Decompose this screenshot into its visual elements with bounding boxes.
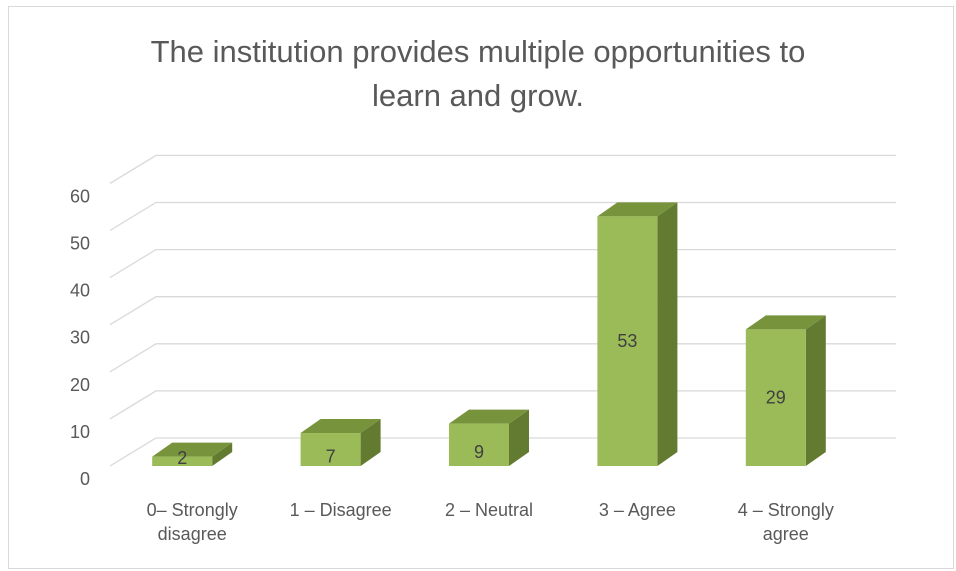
data-label: 7 [326,447,336,467]
x-category-label: 0– Strongly disagree [147,500,238,544]
bar-front [745,329,806,466]
bar-top [300,419,381,434]
bar-front [597,216,658,466]
chart-title: The institution provides multiple opport… [150,34,806,113]
bar-side [360,419,381,466]
data-label: 29 [766,388,786,408]
data-label: 9 [474,442,484,462]
gridline [109,154,896,184]
bar-front [449,423,509,466]
y-tick-label: 50 [70,234,90,254]
bar-side [657,202,678,466]
chart-frame [8,6,954,569]
bars: 2 7 9 53 29 [152,202,826,468]
x-category-label: 1 – Disagree [290,500,392,520]
y-tick-label: 20 [70,375,90,395]
bar-side [805,315,826,466]
y-axis-ticks: 0 10 20 30 40 50 60 [70,186,90,489]
bar-side [212,442,233,466]
gridline [109,201,896,232]
x-category-label: 2 – Neutral [445,500,533,520]
bar-front [152,456,213,466]
data-label: 2 [177,448,187,468]
bar [300,419,381,466]
y-tick-label: 40 [70,281,90,301]
y-tick-label: 10 [70,422,90,442]
bar-top [745,315,826,330]
bar-top [597,202,678,217]
x-axis-categories: 0– Strongly disagree 1 – Disagree 2 – Neutr… [147,500,834,544]
y-tick-label: 60 [70,186,90,206]
bar-top [152,442,233,457]
y-tick-label: 30 [70,328,90,348]
bar-top [449,409,529,424]
gridline [109,248,896,279]
bar-side [509,409,529,466]
x-category-label: 3 – Agree [599,500,676,520]
bar [597,202,678,466]
data-label: 53 [617,331,637,351]
bar [152,442,233,466]
x-category-label: 4 – Strongly agree [738,500,834,544]
y-tick-label: 0 [80,469,90,489]
bar [449,409,529,466]
bar [745,315,826,466]
bar-front [300,433,361,466]
